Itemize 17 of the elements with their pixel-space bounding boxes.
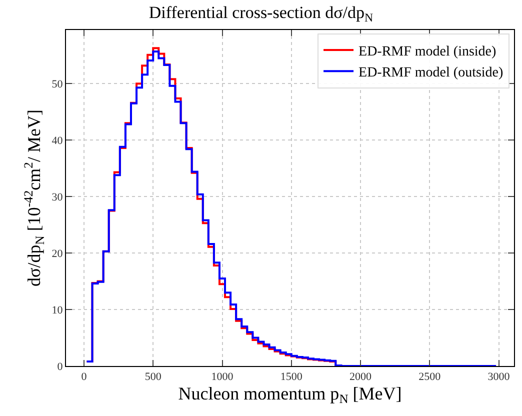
legend-label: ED-RMF model (inside) xyxy=(358,44,497,60)
x-tick-label: 3000 xyxy=(488,371,510,384)
legend-label: ED-RMF model (outside) xyxy=(358,66,504,81)
y-tick-label: 10 xyxy=(52,304,64,316)
x-axis-title: Nucleon momentum p$_{N}$ [MeV] xyxy=(178,383,402,406)
y-tick-label: 0 xyxy=(57,360,64,373)
x-tick-label: 1000 xyxy=(211,371,234,384)
y-tick-label: 50 xyxy=(52,78,64,90)
x-tick-label: 2500 xyxy=(418,371,442,384)
x-tick-label: 500 xyxy=(144,371,162,384)
x-tick-label: 2000 xyxy=(350,371,372,384)
x-tick-label: 0 xyxy=(81,371,88,384)
y-tick-label: 40 xyxy=(52,134,64,147)
y-tick-label: 20 xyxy=(52,248,64,260)
chart-title: Differential cross-section dσ/dp$_{N}$ xyxy=(148,3,374,25)
x-tick-label: 1500 xyxy=(280,371,303,384)
y-tick-label: 30 xyxy=(52,191,64,204)
